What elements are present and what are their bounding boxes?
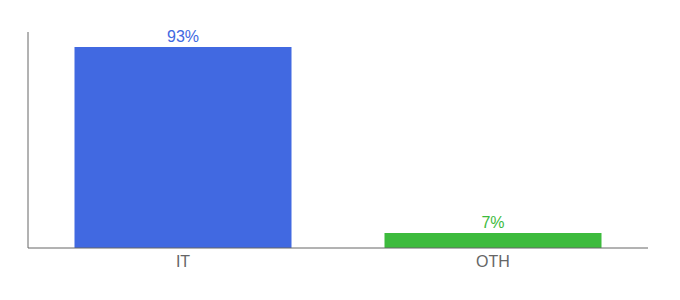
svg-text:93%: 93% [167,28,199,45]
svg-text:OTH: OTH [476,253,510,270]
svg-text:7%: 7% [481,214,504,231]
svg-text:IT: IT [176,253,190,270]
